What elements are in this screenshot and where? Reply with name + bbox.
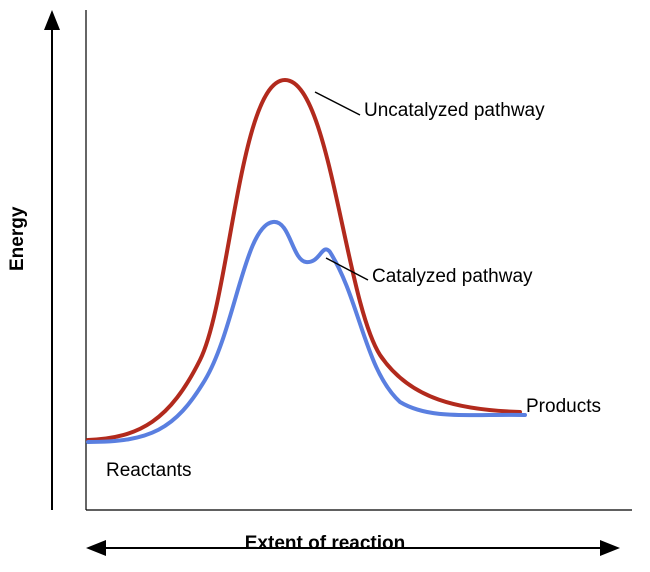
- products-label: Products: [526, 396, 601, 418]
- y-axis-label: Energy: [7, 207, 29, 271]
- catalyzed-label: Catalyzed pathway: [372, 266, 533, 288]
- uncatalyzed-label: Uncatalyzed pathway: [364, 100, 545, 122]
- catalyzed-curve: [88, 222, 525, 442]
- diagram-svg: [0, 0, 650, 567]
- uncatalyzed-callout-line: [315, 92, 360, 115]
- x-axis-label: Extent of reaction: [245, 533, 405, 555]
- energy-diagram: Energy Extent of reaction Uncatalyzed pa…: [0, 0, 650, 567]
- reactants-label: Reactants: [106, 460, 192, 482]
- catalyzed-callout-line: [326, 258, 368, 280]
